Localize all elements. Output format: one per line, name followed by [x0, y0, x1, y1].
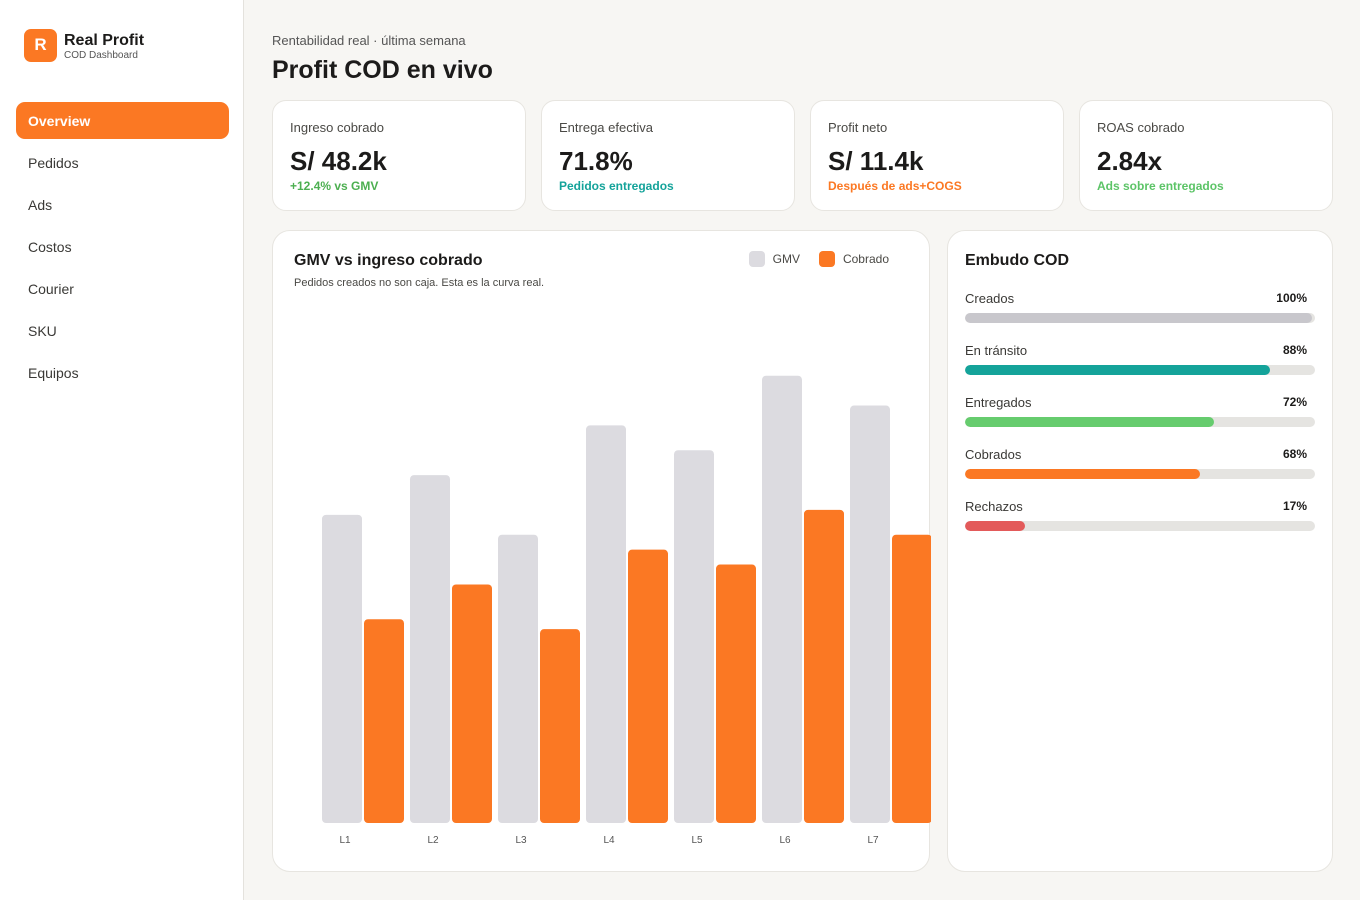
x-tick-label: L5	[691, 835, 703, 846]
brand[interactable]: R Real Profit COD Dashboard	[24, 28, 144, 62]
funnel-fill	[965, 365, 1270, 375]
sidebar-item-costos[interactable]: Costos	[28, 238, 72, 255]
kpi-value: 71.8%	[559, 146, 633, 176]
bar-cobrado-l2[interactable]	[452, 584, 492, 823]
kpi-delta: Después de ads+COGS	[828, 179, 962, 193]
kpi-card-profit[interactable]: Profit neto S/ 11.4k Después de ads+COGS	[810, 100, 1064, 211]
bar-cobrado-l7[interactable]	[892, 534, 931, 823]
funnel-row-cobrados[interactable]: Cobrados 68%	[965, 447, 1315, 499]
kpi-delta: +12.4% vs GMV	[290, 179, 379, 193]
funnel-stage-label: Rechazos	[965, 499, 1023, 514]
kpi-card-ingreso[interactable]: Ingreso cobrado S/ 48.2k +12.4% vs GMV	[272, 100, 526, 211]
kpi-label: Ingreso cobrado	[290, 120, 384, 135]
funnel-fill	[965, 521, 1025, 531]
bar-cobrado-l4[interactable]	[628, 549, 668, 823]
bar-gmv-l5[interactable]	[674, 450, 714, 823]
funnel-track	[965, 469, 1315, 479]
brand-logo: R	[24, 28, 57, 62]
bar-gmv-l6[interactable]	[762, 375, 802, 823]
brand-subtitle: COD Dashboard	[64, 50, 138, 61]
kpi-card-entrega[interactable]: Entrega efectiva 71.8% Pedidos entregado…	[541, 100, 795, 211]
funnel-row-rechazos[interactable]: Rechazos 17%	[965, 499, 1315, 551]
bar-cobrado-l6[interactable]	[804, 509, 844, 823]
funnel-stage-label: Creados	[965, 291, 1015, 306]
funnel-track	[965, 521, 1315, 531]
legend-swatch-cobrado	[818, 251, 835, 267]
kpi-card-roas[interactable]: ROAS cobrado 2.84x Ads sobre entregados	[1079, 100, 1333, 211]
bar-cobrado-l1[interactable]	[364, 619, 404, 823]
page-eyebrow: Rentabilidad real · última semana	[272, 33, 466, 48]
funnel-stage-label: En tránsito	[965, 343, 1028, 358]
kpi-value: S/ 48.2k	[290, 146, 387, 176]
sidebar-item-courier[interactable]: Courier	[28, 280, 74, 297]
funnel-stage-value: 100%	[1276, 291, 1307, 305]
kpi-delta: Ads sobre entregados	[1097, 179, 1224, 193]
brand-name: Real Profit	[64, 32, 145, 49]
funnel-title: Embudo COD	[965, 252, 1069, 269]
funnel-row-creados[interactable]: Creados 100%	[965, 291, 1315, 343]
sidebar-item-pedidos[interactable]: Pedidos	[28, 154, 79, 171]
bar-gmv-l7[interactable]	[850, 405, 890, 823]
funnel-stage-label: Entregados	[965, 395, 1032, 410]
legend-item-cobrado[interactable]: Cobrado	[818, 251, 889, 267]
funnel-track	[965, 417, 1315, 427]
gmv-bar-chart: L1 L2 L3 L4 L5 L6 L7	[322, 375, 931, 846]
kpi-label: Profit neto	[828, 120, 888, 135]
funnel-stage-value: 72%	[1282, 395, 1307, 409]
x-tick-label: L3	[515, 835, 527, 846]
bar-cobrado-l3[interactable]	[540, 629, 580, 823]
funnel-fill	[965, 417, 1214, 427]
legend-label-gmv: GMV	[772, 252, 800, 266]
bar-gmv-l2[interactable]	[410, 475, 450, 823]
sidebar-nav: Overview Pedidos Ads Costos Courier SKU …	[16, 102, 229, 396]
sidebar-item-overview[interactable]: Overview	[16, 102, 229, 139]
x-tick-label: L7	[867, 835, 879, 846]
kpi-delta: Pedidos entregados	[559, 179, 674, 193]
x-tick-label: L4	[603, 835, 615, 846]
funnel-stage-label: Cobrados	[965, 447, 1022, 462]
funnel-row-en-tránsito[interactable]: En tránsito 88%	[965, 343, 1315, 395]
x-tick-label: L1	[339, 835, 351, 846]
kpi-label: ROAS cobrado	[1097, 120, 1185, 135]
funnel-fill	[965, 313, 1312, 323]
sidebar: R Real Profit COD Dashboard Overview Ped…	[0, 0, 244, 900]
bar-gmv-l4[interactable]	[586, 425, 626, 823]
bar-gmv-l3[interactable]	[498, 534, 538, 823]
x-tick-label: L6	[779, 835, 791, 846]
bar-gmv-l1[interactable]	[322, 514, 362, 823]
funnel-row-entregados[interactable]: Entregados 72%	[965, 395, 1315, 447]
x-tick-label: L2	[427, 835, 439, 846]
chart-legend: GMV Cobrado	[730, 251, 889, 267]
bar-cobrado-l5[interactable]	[716, 564, 756, 823]
sidebar-item-ads[interactable]: Ads	[28, 196, 53, 213]
kpi-value: 2.84x	[1097, 146, 1163, 176]
kpi-value: S/ 11.4k	[828, 146, 924, 176]
funnel-stage-value: 88%	[1282, 343, 1307, 357]
chart-subtitle: Pedidos creados no son caja. Esta es la …	[294, 277, 545, 289]
funnel-stage-value: 17%	[1282, 499, 1307, 513]
funnel-stage-value: 68%	[1282, 447, 1307, 461]
funnel-fill	[965, 469, 1200, 479]
kpi-label: Entrega efectiva	[559, 120, 653, 135]
legend-label-cobrado: Cobrado	[842, 252, 889, 266]
sidebar-item-sku[interactable]: SKU	[28, 322, 57, 339]
page-title: Profit COD en vivo	[272, 56, 493, 84]
funnel-track	[965, 313, 1315, 323]
legend-item-gmv[interactable]: GMV	[748, 251, 800, 267]
funnel-list: Creados 100% En tránsito 88% Entregados 72% Co…	[965, 291, 1315, 551]
chart-title: GMV vs ingreso cobrado	[294, 252, 483, 269]
funnel-card: Embudo COD Creados 100% En tránsito 88% Entr…	[947, 230, 1333, 872]
funnel-track	[965, 365, 1315, 375]
gmv-chart-card: L1 L2 L3 L4 L5 L6 L7 GMV vs ingreso cobrado Pe…	[272, 230, 931, 872]
legend-swatch-gmv	[748, 251, 765, 267]
sidebar-item-equipos[interactable]: Equipos	[28, 364, 79, 381]
